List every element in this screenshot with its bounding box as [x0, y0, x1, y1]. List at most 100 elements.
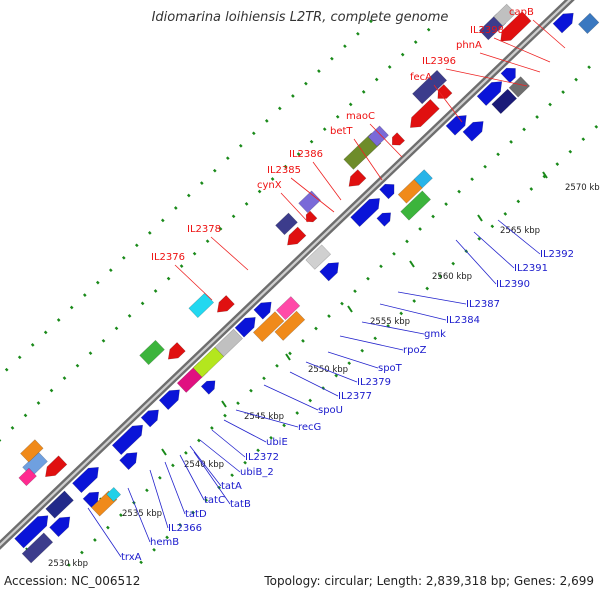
guide-dot: [574, 77, 578, 82]
guide-dot: [343, 44, 347, 49]
label-leader: [339, 335, 404, 351]
guide-dot: [23, 413, 28, 418]
gene-label: IL2377: [338, 391, 372, 402]
guide-dot: [386, 324, 391, 328]
guide-dot: [535, 115, 539, 119]
guide-dot: [56, 318, 61, 322]
gene-label: maoC: [346, 111, 375, 122]
tick-mark: [285, 353, 291, 361]
gene-label: phnA: [456, 40, 482, 51]
gene-feature: [319, 262, 339, 282]
gene-label: IL2391: [514, 263, 548, 274]
gene-feature: [18, 467, 37, 487]
gene-feature: [500, 67, 516, 84]
guide-dot: [301, 339, 305, 343]
gene-label: IL2372: [245, 452, 279, 463]
tick-label: 2550 kbp: [308, 365, 348, 375]
genome-backbone: [0, 0, 575, 550]
guide-dot: [270, 177, 275, 181]
gene-feature: [167, 342, 186, 360]
guide-dot: [277, 106, 282, 111]
gene-label: spoU: [318, 405, 343, 416]
label-leader: [289, 371, 339, 397]
gene-feature: [500, 11, 532, 42]
label-leader: [305, 361, 358, 383]
label-leader: [179, 454, 205, 501]
guide-dot: [225, 156, 230, 161]
genome-summary: Topology: circular; Length: 2,839,318 bp…: [264, 574, 594, 588]
guide-dot: [275, 363, 279, 368]
tick-label: 2565 kbp: [500, 226, 540, 236]
guide-dot: [236, 401, 240, 406]
guide-dot: [127, 314, 132, 318]
gene-label: IL2390: [496, 279, 530, 290]
label-leader: [199, 439, 241, 473]
guide-dot: [106, 525, 110, 530]
gene-feature: [119, 452, 138, 471]
label-leaders: [87, 19, 566, 558]
guide-dot: [256, 448, 260, 453]
guide-dot: [561, 90, 565, 94]
gene-feature: [111, 424, 143, 456]
guide-dot: [171, 463, 175, 468]
guide-dot: [568, 149, 573, 154]
label-leader: [433, 84, 463, 123]
guide-dot: [145, 488, 149, 493]
gene-feature: [45, 490, 74, 519]
gene-label: gmk: [424, 329, 446, 340]
guide-dot: [490, 224, 495, 229]
gene-label: IL2387: [466, 299, 500, 310]
guide-dot: [373, 336, 378, 341]
guide-dot: [438, 274, 443, 278]
label-leader: [493, 37, 551, 63]
gene-feature: [397, 179, 423, 204]
gene-label: IL2384: [446, 315, 480, 326]
guide-dot: [509, 140, 513, 144]
guide-dot: [308, 398, 313, 403]
guide-dot: [62, 376, 67, 380]
gene-label: IL2366: [168, 523, 202, 534]
gene-feature: [508, 76, 531, 98]
gene-feature: [348, 169, 367, 187]
guide-dot: [218, 226, 223, 231]
gene-label: ubiE: [266, 437, 288, 448]
accession-text: Accession: NC_006512: [4, 574, 141, 588]
gene-feature: [412, 69, 448, 105]
gene-feature: [400, 190, 431, 221]
label-leader: [174, 264, 213, 301]
guide-dot: [184, 451, 188, 455]
gene-label: cynX: [257, 180, 282, 191]
guide-dot: [119, 513, 123, 517]
guide-dot: [17, 355, 22, 360]
gene-feature: [234, 317, 256, 338]
tick-label: 2555 kbp: [370, 317, 410, 327]
gene-feature: [139, 339, 165, 366]
guide-dot: [366, 276, 370, 281]
label-leader: [210, 236, 249, 271]
label-leader: [445, 68, 528, 87]
gene-label: IL2396: [422, 56, 456, 67]
label-leader: [87, 507, 122, 558]
tick-mark: [161, 448, 167, 456]
guide-dot: [317, 69, 321, 73]
label-leader: [223, 419, 267, 443]
guide-dot: [186, 193, 191, 198]
guide-dot: [108, 268, 113, 273]
guide-dot: [374, 77, 379, 82]
label-leader: [164, 461, 186, 515]
label-leader: [127, 487, 151, 543]
guide-dot: [139, 560, 143, 565]
gene-label: betT: [330, 126, 353, 137]
gene-feature: [140, 409, 159, 428]
guide-dot: [304, 81, 308, 86]
guide-dot: [477, 236, 482, 241]
guide-dot: [309, 139, 314, 144]
map-title: Idiomarina loihiensis L2TR, complete gen…: [151, 10, 449, 25]
guide-dot: [101, 338, 106, 343]
gene-label: tatB: [230, 499, 251, 510]
gene-label: capB: [509, 7, 534, 18]
tick-label: 2530 kbp: [48, 559, 88, 569]
guide-dot: [418, 227, 422, 231]
guide-dot: [413, 40, 418, 44]
tick-label: 2545 kbp: [244, 412, 284, 422]
